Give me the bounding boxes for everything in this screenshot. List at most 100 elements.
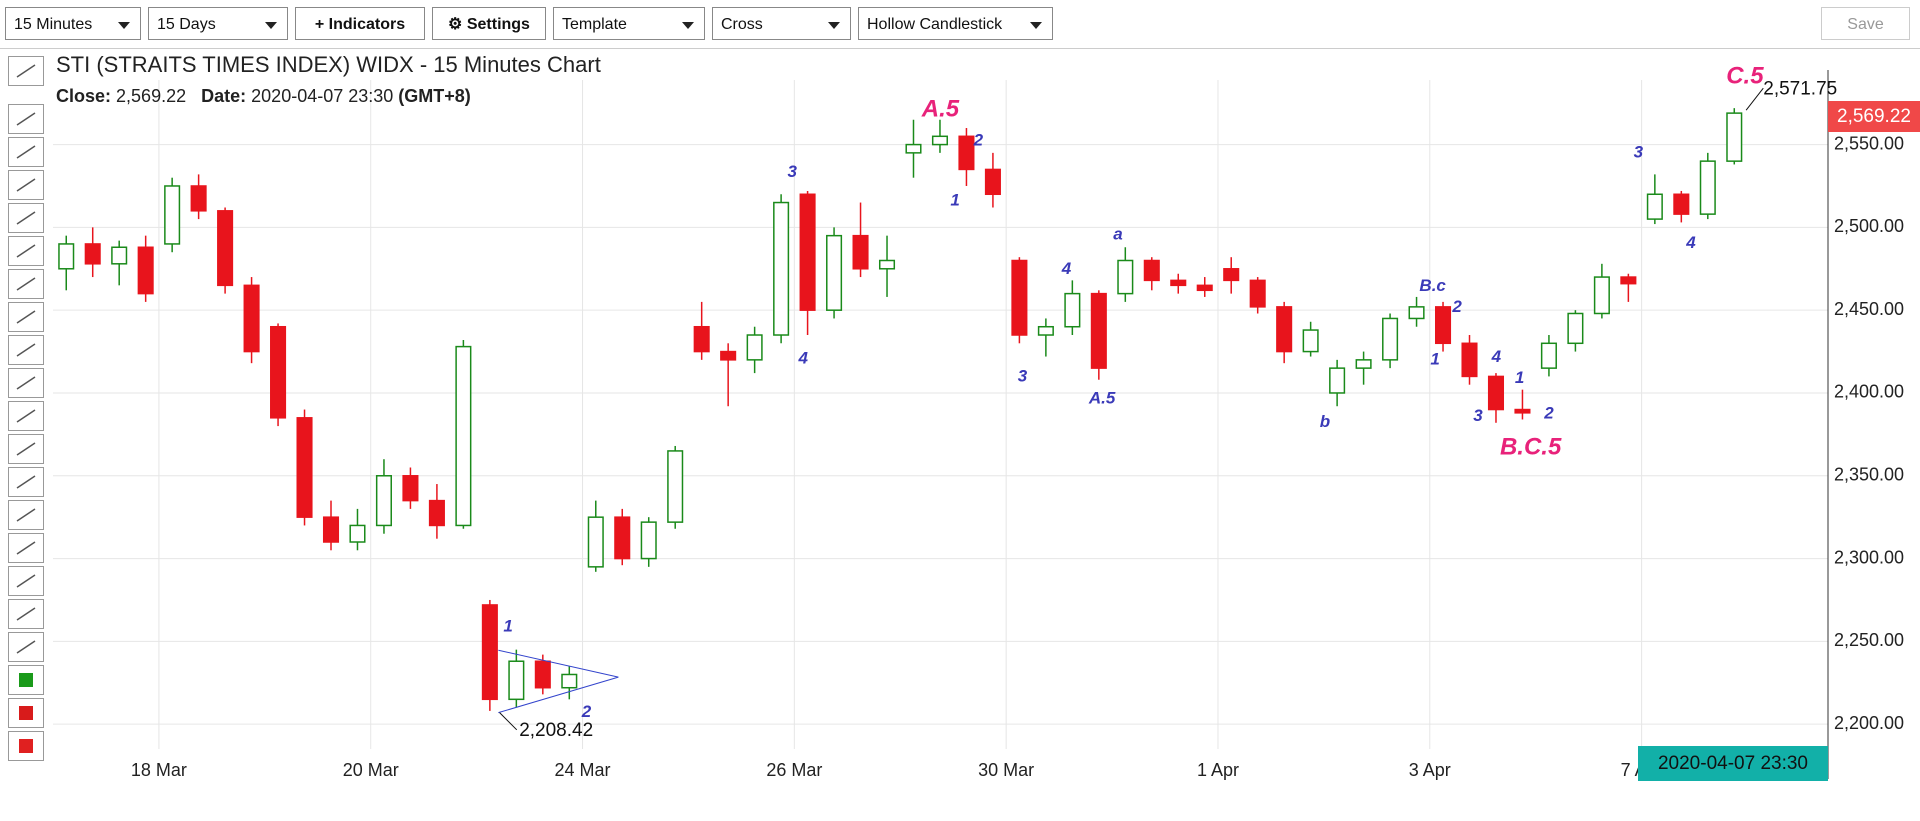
icon-shape — [19, 739, 33, 753]
toolbar: 15 Minutes 15 Days + Indicators ⚙ Settin… — [0, 0, 1920, 49]
wave-label: A.5 — [1088, 389, 1116, 408]
tool-button[interactable] — [8, 566, 44, 596]
tool-button[interactable] — [8, 599, 44, 629]
candle-body — [614, 516, 631, 560]
label: Cross — [721, 16, 763, 33]
wave-label: b — [1320, 412, 1330, 431]
range-select[interactable]: 15 Days — [148, 7, 288, 40]
wave-label: 1 — [950, 190, 959, 209]
close-label: Close: — [56, 86, 112, 106]
tool-icon — [16, 244, 36, 258]
candle-body — [243, 284, 260, 353]
tool-button[interactable] — [8, 698, 44, 728]
indicators-button[interactable]: + Indicators — [295, 7, 425, 40]
x-tick-label: 20 Mar — [343, 760, 399, 780]
icon-shape — [16, 376, 36, 390]
wave-label: a — [1113, 225, 1122, 244]
chart-subtitle: Close: 2,569.22 Date: 2020-04-07 23:30 (… — [56, 86, 601, 107]
tool-button[interactable] — [8, 269, 44, 299]
tool-button[interactable] — [8, 170, 44, 200]
tool-button[interactable] — [8, 236, 44, 266]
candle-body — [58, 243, 75, 270]
tool-button[interactable] — [8, 533, 44, 563]
label: + Indicators — [314, 16, 406, 33]
icon-shape — [16, 442, 36, 456]
candle-body — [270, 325, 287, 419]
tool-button[interactable] — [8, 104, 44, 134]
chart-title: STI (STRAITS TIMES INDEX) WIDX - 15 Minu… — [56, 52, 601, 77]
icon-shape — [19, 673, 33, 687]
timezone: (GMT+8) — [398, 86, 471, 106]
tool-button[interactable] — [8, 632, 44, 662]
icon-shape — [16, 112, 36, 126]
candle-body — [1143, 259, 1160, 282]
tool-icon — [16, 343, 36, 357]
candle-body — [1196, 284, 1213, 292]
style-select[interactable]: Hollow Candlestick — [858, 7, 1053, 40]
x-tick-label: 30 Mar — [978, 760, 1034, 780]
icon-shape — [16, 277, 36, 291]
candle-body — [799, 193, 816, 311]
label: ⚙ Settings — [448, 16, 530, 33]
tool-button[interactable] — [8, 368, 44, 398]
tool-icon — [16, 607, 36, 621]
cursor-select[interactable]: Cross — [712, 7, 851, 40]
y-tick-label: 2,450.00 — [1834, 299, 1904, 319]
wave-label: B.C.5 — [1500, 434, 1562, 461]
save-button[interactable]: Save — [1821, 7, 1910, 40]
candle-body — [1567, 312, 1584, 345]
last-price-tag — [1828, 101, 1920, 132]
x-tick-label: 1 Apr — [1197, 760, 1239, 780]
candle-body — [1514, 408, 1531, 414]
tool-icon — [16, 64, 36, 78]
callout-line — [1745, 87, 1764, 111]
candle-body — [826, 234, 843, 311]
settings-button[interactable]: ⚙ Settings — [432, 7, 546, 40]
tool-button[interactable] — [8, 335, 44, 365]
tool-button[interactable] — [8, 467, 44, 497]
tool-button[interactable] — [8, 731, 44, 761]
candle-body — [1170, 279, 1187, 287]
trend-line — [498, 676, 619, 714]
tool-button[interactable] — [8, 500, 44, 530]
y-tick-label: 2,550.00 — [1834, 133, 1904, 153]
candle-body — [349, 524, 366, 543]
candle-body — [905, 143, 922, 154]
tool-button[interactable] — [8, 137, 44, 167]
tool-button[interactable] — [8, 203, 44, 233]
candle-body — [1408, 306, 1425, 320]
chart-header: STI (STRAITS TIMES INDEX) WIDX - 15 Minu… — [56, 52, 601, 107]
candle-body — [375, 475, 392, 527]
candle-body — [931, 135, 949, 146]
candle-body — [481, 604, 498, 701]
candle-body — [1487, 375, 1505, 411]
candle-body — [322, 516, 340, 543]
y-tick-label: 2,200.00 — [1834, 713, 1904, 733]
y-tick-label: 2,250.00 — [1834, 630, 1904, 650]
candle-body — [1673, 193, 1690, 215]
candle-body — [1382, 317, 1399, 361]
interval-select[interactable]: 15 Minutes — [5, 7, 141, 40]
tool-button[interactable] — [8, 401, 44, 431]
candle-body — [1646, 193, 1663, 220]
candle-body — [1037, 325, 1054, 336]
y-tick-label: 2,500.00 — [1834, 216, 1904, 236]
y-tick-label: 2,300.00 — [1834, 547, 1904, 567]
candle-body — [561, 673, 578, 689]
candle-body — [164, 185, 181, 245]
template-select[interactable]: Template — [553, 7, 705, 40]
cursor-time-label: 2020-04-07 23:30 — [1658, 753, 1808, 774]
wave-label: 2 — [1451, 297, 1462, 316]
candle-body — [428, 499, 445, 527]
candle-body — [296, 417, 313, 518]
candle-body — [1461, 342, 1478, 378]
tool-button[interactable] — [8, 434, 44, 464]
tool-icon — [16, 442, 36, 456]
tool-button[interactable] — [8, 665, 44, 695]
candle-body — [508, 660, 525, 701]
tool-button[interactable] — [8, 56, 44, 86]
tool-button[interactable] — [8, 302, 44, 332]
tool-icon — [16, 541, 36, 555]
wave-label: 3 — [1473, 406, 1483, 425]
